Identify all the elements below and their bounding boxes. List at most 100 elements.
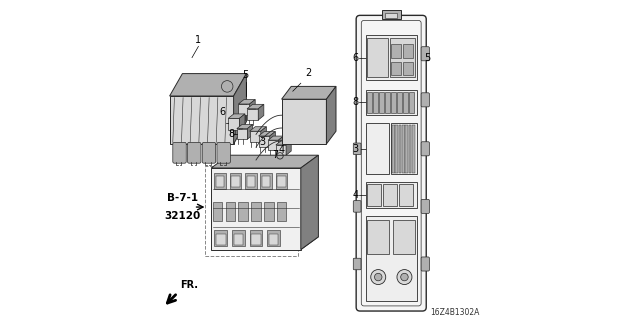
Polygon shape bbox=[250, 131, 261, 142]
Bar bbox=[239, 202, 248, 221]
FancyBboxPatch shape bbox=[421, 257, 429, 271]
Bar bbox=[245, 173, 257, 189]
Polygon shape bbox=[261, 127, 266, 142]
Bar bbox=[278, 176, 285, 187]
Bar bbox=[247, 176, 255, 187]
FancyBboxPatch shape bbox=[421, 199, 429, 213]
Bar bbox=[205, 166, 298, 256]
Bar bbox=[367, 220, 389, 254]
Polygon shape bbox=[239, 114, 245, 130]
Bar bbox=[397, 92, 403, 113]
FancyBboxPatch shape bbox=[173, 142, 186, 163]
Circle shape bbox=[401, 273, 408, 281]
Bar bbox=[226, 202, 236, 221]
Text: B-7-1: B-7-1 bbox=[167, 193, 198, 203]
Bar bbox=[216, 176, 225, 187]
Text: 5: 5 bbox=[243, 70, 249, 80]
FancyBboxPatch shape bbox=[188, 142, 201, 163]
Text: 8: 8 bbox=[228, 129, 234, 140]
Polygon shape bbox=[326, 86, 336, 144]
Text: 4: 4 bbox=[278, 145, 285, 156]
FancyBboxPatch shape bbox=[353, 201, 361, 212]
Polygon shape bbox=[211, 155, 319, 168]
Polygon shape bbox=[237, 129, 248, 139]
Bar bbox=[396, 125, 398, 173]
Bar bbox=[232, 176, 240, 187]
Bar bbox=[410, 92, 415, 113]
Polygon shape bbox=[276, 145, 286, 155]
Bar bbox=[403, 92, 408, 113]
Bar bbox=[391, 62, 401, 75]
Polygon shape bbox=[250, 100, 255, 115]
Polygon shape bbox=[170, 74, 246, 96]
Polygon shape bbox=[247, 109, 259, 120]
Text: 6: 6 bbox=[220, 107, 226, 117]
Polygon shape bbox=[278, 136, 284, 150]
Bar bbox=[373, 92, 378, 113]
Bar bbox=[391, 92, 396, 113]
Text: 1: 1 bbox=[195, 35, 202, 45]
Polygon shape bbox=[228, 114, 245, 118]
Bar bbox=[405, 125, 408, 173]
Bar bbox=[412, 125, 415, 173]
Bar bbox=[260, 173, 272, 189]
Polygon shape bbox=[259, 132, 275, 136]
Text: 6: 6 bbox=[352, 52, 358, 63]
Text: 16Z4B1302A: 16Z4B1302A bbox=[430, 308, 479, 317]
FancyBboxPatch shape bbox=[202, 142, 216, 163]
Polygon shape bbox=[247, 104, 264, 109]
Bar bbox=[264, 202, 274, 221]
Bar bbox=[262, 176, 271, 187]
Bar bbox=[393, 220, 415, 254]
Text: 3: 3 bbox=[352, 144, 358, 154]
FancyBboxPatch shape bbox=[353, 143, 361, 155]
Polygon shape bbox=[248, 124, 253, 139]
Polygon shape bbox=[282, 86, 336, 99]
Text: 8: 8 bbox=[352, 97, 358, 108]
FancyBboxPatch shape bbox=[217, 142, 230, 163]
FancyBboxPatch shape bbox=[356, 15, 426, 311]
Bar bbox=[214, 173, 226, 189]
Polygon shape bbox=[211, 168, 301, 250]
Text: 2: 2 bbox=[306, 68, 312, 78]
Bar bbox=[367, 92, 372, 113]
Polygon shape bbox=[268, 140, 278, 150]
Bar bbox=[216, 234, 226, 245]
Text: 5: 5 bbox=[424, 52, 430, 63]
Text: FR.: FR. bbox=[180, 280, 198, 290]
Bar bbox=[409, 125, 412, 173]
Bar bbox=[382, 10, 401, 19]
Text: 7: 7 bbox=[272, 150, 278, 160]
Circle shape bbox=[374, 273, 382, 281]
Polygon shape bbox=[259, 104, 264, 120]
Bar bbox=[250, 230, 262, 246]
Bar bbox=[367, 38, 388, 77]
Bar bbox=[379, 92, 384, 113]
Text: 32120: 32120 bbox=[164, 211, 200, 221]
Bar bbox=[230, 173, 241, 189]
Bar bbox=[383, 184, 397, 206]
Bar bbox=[268, 230, 280, 246]
Polygon shape bbox=[170, 96, 234, 144]
Bar bbox=[403, 62, 413, 75]
FancyBboxPatch shape bbox=[421, 93, 429, 107]
FancyBboxPatch shape bbox=[421, 47, 429, 61]
Bar bbox=[212, 202, 223, 221]
Bar bbox=[232, 230, 245, 246]
Bar bbox=[276, 173, 287, 189]
FancyBboxPatch shape bbox=[353, 258, 361, 270]
Bar bbox=[366, 182, 417, 208]
Polygon shape bbox=[259, 136, 270, 147]
Circle shape bbox=[397, 269, 412, 284]
Polygon shape bbox=[211, 237, 319, 250]
Polygon shape bbox=[282, 99, 326, 144]
Bar bbox=[403, 44, 413, 58]
Bar bbox=[366, 35, 417, 80]
Bar bbox=[402, 125, 404, 173]
Polygon shape bbox=[268, 136, 284, 140]
Bar bbox=[277, 202, 287, 221]
Bar bbox=[366, 216, 417, 301]
Polygon shape bbox=[239, 100, 255, 104]
Polygon shape bbox=[301, 155, 319, 250]
Bar bbox=[385, 13, 397, 18]
